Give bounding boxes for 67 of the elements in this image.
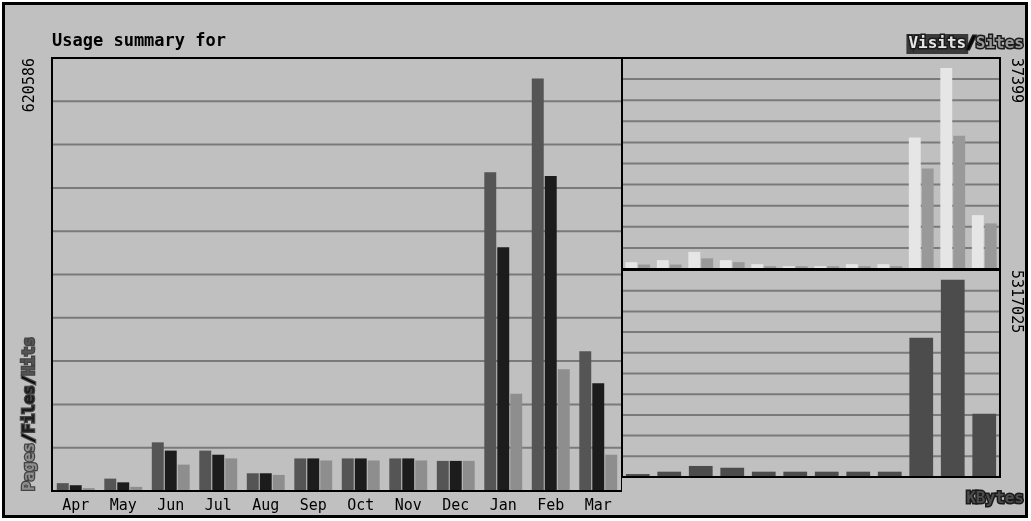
x-tick-label: May xyxy=(109,495,137,514)
x-tick-label: Apr xyxy=(62,495,90,514)
bar xyxy=(579,351,592,491)
bar xyxy=(199,450,212,491)
bar xyxy=(544,175,557,491)
bar xyxy=(259,473,272,491)
bar xyxy=(212,454,225,491)
series-label: Visits xyxy=(908,33,967,53)
bar xyxy=(688,251,701,269)
bar xyxy=(909,337,934,477)
x-tick-label: Feb xyxy=(537,495,565,514)
bar xyxy=(307,458,320,491)
x-tick-label: Jun xyxy=(157,495,185,514)
x-tick-label: Mar xyxy=(584,495,612,514)
bar xyxy=(953,135,966,269)
bar xyxy=(367,460,380,491)
bar xyxy=(719,260,732,269)
bar xyxy=(354,458,367,491)
bar xyxy=(984,223,997,269)
x-tick-label: Nov xyxy=(394,495,422,514)
bar xyxy=(908,137,921,269)
bar xyxy=(151,442,164,491)
x-tick-label: Aug xyxy=(252,495,280,514)
bar xyxy=(656,260,669,269)
bar xyxy=(225,458,238,491)
bar xyxy=(497,247,510,491)
bar xyxy=(531,78,544,491)
text: Files xyxy=(19,385,39,434)
text: Pages xyxy=(19,442,39,491)
bar xyxy=(294,458,307,491)
bar xyxy=(246,473,259,491)
text: / xyxy=(19,433,39,443)
text: / xyxy=(19,375,39,386)
text: 620586 xyxy=(19,58,38,113)
chart-title: Usage summary for xyxy=(52,30,226,50)
bar xyxy=(510,393,523,491)
bar xyxy=(462,460,475,491)
bar xyxy=(701,258,714,269)
bar xyxy=(557,369,570,491)
bar xyxy=(972,413,997,477)
bar xyxy=(688,465,713,477)
bar xyxy=(117,482,130,491)
x-tick-label: Dec xyxy=(442,495,470,514)
bar xyxy=(436,460,449,491)
bar xyxy=(402,458,415,491)
series-label: KBytes xyxy=(966,488,1024,508)
bar xyxy=(484,172,497,491)
bar xyxy=(341,458,354,491)
x-tick-label: Jul xyxy=(204,495,232,514)
bar xyxy=(272,474,285,491)
bar xyxy=(164,450,177,491)
bar xyxy=(389,458,402,491)
bar xyxy=(940,279,965,477)
bar xyxy=(605,454,618,491)
bar xyxy=(415,460,428,491)
bar xyxy=(921,168,934,269)
bar xyxy=(592,383,605,491)
text: 5317025 xyxy=(1008,270,1027,334)
x-tick-label: Sep xyxy=(299,495,327,514)
text: 37399 xyxy=(1008,58,1027,104)
bar xyxy=(320,460,333,491)
bar xyxy=(940,68,953,269)
x-tick-label: Jan xyxy=(489,495,517,514)
bar xyxy=(971,215,984,269)
bar xyxy=(177,464,190,491)
bar xyxy=(449,460,462,491)
x-tick-label: Oct xyxy=(347,495,375,514)
